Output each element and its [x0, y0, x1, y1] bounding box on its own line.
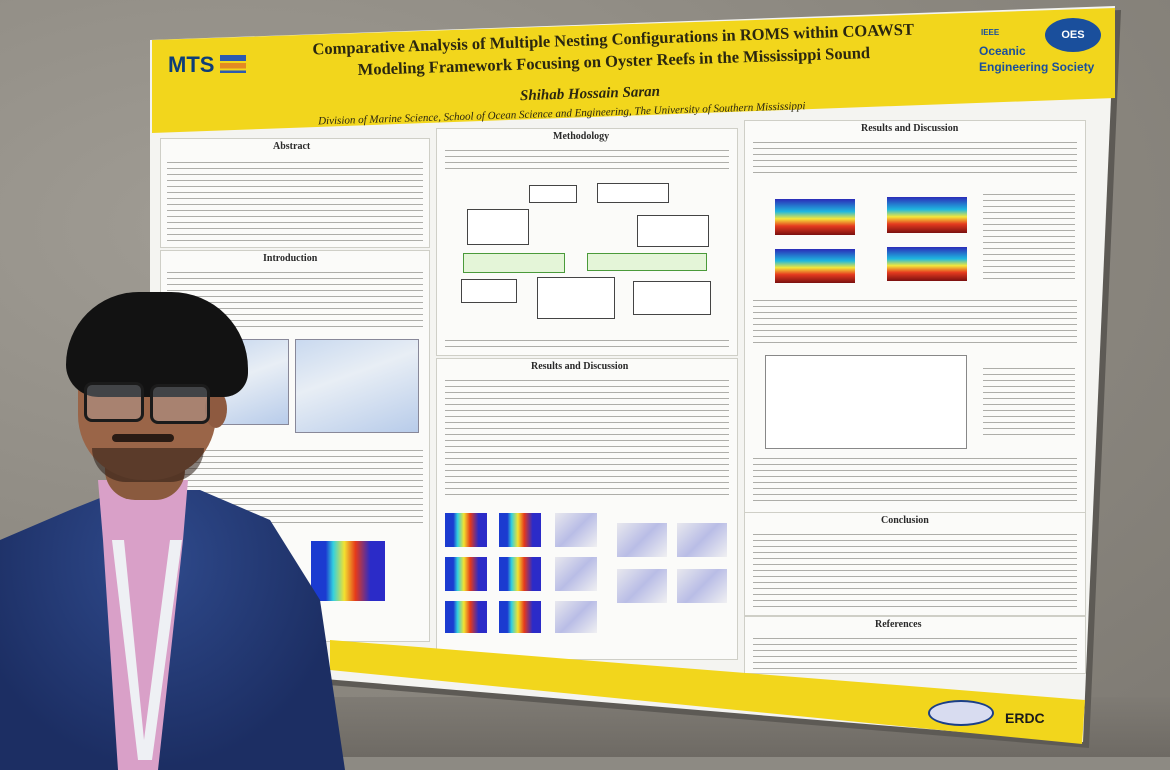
model-domain-figure — [311, 541, 385, 601]
mts-logo: MTS — [168, 52, 250, 96]
glasses-icon — [84, 382, 144, 422]
salinity-diff-panel — [677, 523, 727, 557]
salinity-map-panel — [445, 557, 487, 591]
salinity-diff-panel — [555, 557, 597, 591]
methodology-panel: Methodology — [436, 128, 738, 356]
salinity-map-panel — [499, 557, 541, 591]
flowchart-box — [529, 185, 577, 203]
abstract-panel: Abstract — [160, 138, 430, 248]
glasses-icon — [150, 384, 210, 424]
abstract-text — [167, 159, 423, 241]
flowchart-box — [633, 281, 711, 315]
oes-emblem-icon: OES — [1045, 18, 1101, 52]
salinity-section-plot — [887, 247, 967, 281]
conclusion-heading: Conclusion — [881, 515, 929, 526]
person-ear — [205, 390, 227, 428]
mts-logo-icon — [220, 55, 246, 73]
salinity-map-panel — [499, 601, 541, 633]
salinity-map-panel — [445, 601, 487, 633]
salinity-map-panel — [499, 513, 541, 547]
references-text — [753, 635, 1077, 669]
results-mid-heading: Results and Discussion — [531, 361, 629, 372]
references-heading: References — [875, 619, 922, 630]
flowchart-box — [461, 279, 517, 303]
conclusion-text — [753, 531, 1077, 609]
flowchart-note — [587, 253, 707, 271]
oes-name-line2: Engineering Society — [979, 60, 1095, 74]
salinity-diff-panel — [617, 523, 667, 557]
flowchart-note — [463, 253, 565, 273]
salinity-diff-panel — [555, 601, 597, 633]
flowchart-box — [467, 209, 529, 245]
salinity-time-series-chart — [765, 355, 967, 449]
flowchart-box — [537, 277, 615, 319]
salinity-diff-panel — [677, 569, 727, 603]
person-mustache — [112, 434, 174, 442]
figure-caption — [983, 191, 1075, 281]
erdc-logo: ERDC — [1005, 710, 1045, 726]
methodology-text — [445, 147, 729, 171]
person-beard — [92, 448, 204, 482]
salinity-diff-panel — [617, 569, 667, 603]
results-right-text-2 — [753, 297, 1077, 343]
salinity-section-plot — [887, 197, 967, 233]
abstract-heading: Abstract — [273, 141, 311, 152]
salinity-section-plot — [775, 199, 855, 235]
usm-logo — [928, 700, 994, 726]
flowchart-box — [597, 183, 669, 203]
salinity-diff-panel — [555, 513, 597, 547]
results-right-panel: Results and Discussion — [744, 120, 1086, 514]
ieee-label: IEEE — [981, 28, 1000, 37]
results-mid-text — [445, 377, 729, 497]
salinity-map-panel — [445, 513, 487, 547]
statistics-table — [753, 455, 1077, 503]
results-mid-panel: Results and Discussion — [436, 358, 738, 660]
results-right-heading: Results and Discussion — [861, 123, 959, 134]
conclusion-panel: Conclusion — [744, 512, 1086, 616]
study-area-map-large — [295, 339, 419, 433]
references-panel: References — [744, 616, 1086, 674]
flowchart-box — [637, 215, 709, 247]
introduction-heading: Introduction — [263, 253, 318, 264]
salinity-section-plot — [775, 249, 855, 283]
figure-caption — [983, 365, 1075, 435]
person-hair — [66, 292, 248, 397]
results-right-text — [753, 139, 1077, 177]
methodology-heading: Methodology — [553, 131, 610, 142]
oes-logo: IEEE Oceanic Engineering Society OES — [975, 18, 1110, 80]
methodology-caption — [445, 337, 729, 347]
oes-name-line1: Oceanic — [979, 44, 1026, 58]
mts-logo-text: MTS — [168, 52, 215, 77]
